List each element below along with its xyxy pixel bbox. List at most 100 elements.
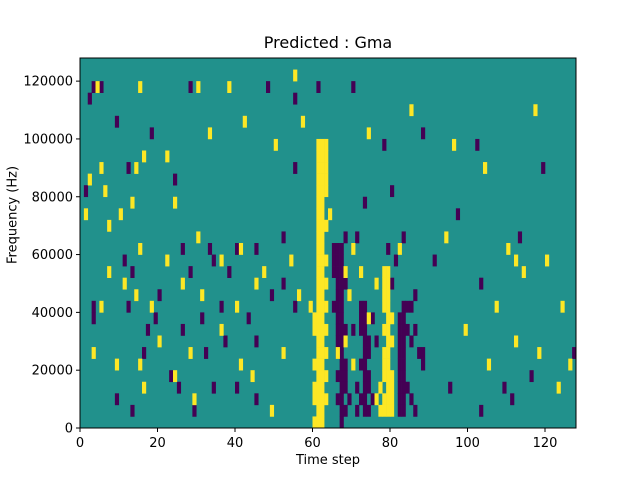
heatmap-cell-high [180,277,185,290]
heatmap-cell-low [223,335,228,348]
heatmap-cell-low [235,381,240,394]
heatmap-cell-high [316,381,321,394]
y-tick-label: 60000 [32,248,73,263]
heatmap-cell-high [320,312,325,325]
heatmap-cell-high [83,208,89,221]
heatmap-cell-high [316,196,321,209]
heatmap-cell-low [130,266,135,278]
heatmap-cell-low [246,312,251,325]
heatmap-cell-high [254,277,259,290]
heatmap-cell-low [359,300,364,313]
heatmap-cell-low [339,289,344,302]
heatmap-cell-high [483,162,488,174]
heatmap-cell-low [347,393,352,406]
heatmap-cell-low [413,289,418,302]
heatmap-cell-low [386,243,391,255]
heatmap-cell-low [335,370,340,383]
heatmap-cell-high [316,404,321,417]
heatmap-cell-high [312,381,317,394]
heatmap-cell-high [122,277,127,290]
heatmap-cell-high [514,254,519,267]
heatmap-cell-high [316,312,321,325]
heatmap-cell-low [339,393,344,406]
heatmap-cell-low [200,312,205,325]
heatmap-cell-low [343,358,348,371]
heatmap-cell-low [339,404,344,417]
heatmap-cell-low [173,173,178,186]
heatmap-cell-low [475,138,480,151]
heatmap-cell-high [382,347,387,359]
heatmap-cell-high [316,393,321,406]
heatmap-cell-low [397,347,402,359]
plot-frame [79,57,577,429]
heatmap-cell-high [142,150,147,163]
x-axis-label: Time step [295,453,361,468]
heatmap-cell-low [409,335,414,348]
heatmap-cell-low [366,381,371,394]
heatmap-cell-high [316,138,321,151]
heatmap-cell-low [335,312,340,325]
heatmap-cell-high [386,404,391,417]
heatmap-cell-high [320,381,325,394]
heatmap-cell-low [359,323,364,336]
heatmap-cell-low [370,312,375,325]
heatmap-cell-low [339,312,344,325]
heatmap-cell-high [188,347,193,359]
heatmap-cell-high [390,404,395,417]
heatmap-cell-high [320,173,325,186]
heatmap-cell-low [343,404,348,417]
heatmap-cell-low [87,92,92,105]
heatmap-cell-high [316,370,321,383]
heatmap-cell-low [339,266,344,278]
heatmap-cell-high [269,404,275,417]
heatmap-cell-high [165,150,170,163]
heatmap-cell-high [382,404,387,417]
chart-title: Predicted : Gma [263,33,393,52]
heatmap-cell-low [83,185,89,198]
x-tick-label: 40 [227,436,244,451]
heatmap-cell-high [324,370,329,383]
heatmap-cell-low [180,323,185,336]
heatmap-cell-low [149,127,154,140]
heatmap-cell-high [316,335,321,348]
heatmap-cell-high [312,393,317,406]
heatmap-cell-low [91,300,96,313]
heatmap-cell-high [359,266,364,278]
heatmap-cell-high [324,277,329,290]
heatmap-cell-high [316,150,321,163]
heatmap-cell-high [320,323,325,336]
heatmap-cell-high [238,358,244,371]
heatmap-cell-low [207,243,213,255]
heatmap-cell-high [273,138,278,151]
heatmap-cell-low [390,277,395,290]
heatmap-cell-high [316,300,321,313]
heatmap-cell-low [339,300,344,313]
heatmap-cell-high [320,231,325,244]
heatmap-cell-high [366,312,371,325]
heatmap-cell-low [335,335,340,348]
heatmap-cell-low [359,393,364,406]
heatmap-cell-low [99,81,104,93]
heatmap-cell-low [362,381,368,394]
heatmap-cell-high [316,243,321,255]
heatmap-cell-high [382,277,387,290]
heatmap-cell-low [382,138,387,151]
heatmap-cell-high [312,416,317,429]
heatmap-cell-low [359,358,364,371]
heatmap-cell-low [254,243,259,255]
heatmap-cell-high [320,243,325,255]
heatmap-cell-low [362,358,368,371]
heatmap-cell-low [366,347,371,359]
x-tick-label: 80 [382,436,399,451]
heatmap-cell-high [320,358,325,371]
heatmap-cell-low [510,393,515,406]
heatmap-cell-high [219,323,224,336]
heatmap-cell-low [370,393,375,406]
heatmap-cell-low [401,323,406,336]
heatmap-cell-high [316,173,321,186]
heatmap-cell-low [455,208,461,221]
heatmap-cell-high [351,243,356,255]
heatmap-cell-high [138,243,143,255]
heatmap-cell-high [320,266,325,278]
heatmap-cell-high [316,219,321,232]
